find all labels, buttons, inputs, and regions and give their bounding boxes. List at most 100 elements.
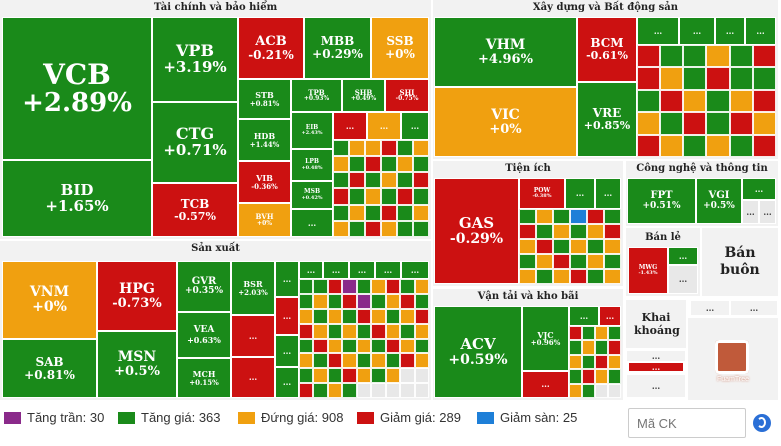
- legend-swatch: [477, 411, 494, 424]
- tile-gvr[interactable]: GVR +0.35%: [177, 261, 231, 312]
- sector-production: Sản xuất VNM +0% SAB +0.81% HPG -0.73% M…: [0, 241, 431, 400]
- tile-more[interactable]: ...: [333, 112, 367, 140]
- tile-hpg[interactable]: HPG -0.73%: [97, 261, 177, 331]
- tile-more[interactable]: ...: [275, 335, 299, 367]
- tile-tpb[interactable]: TPB +0.93%: [291, 79, 342, 112]
- tile-more[interactable]: ...: [401, 261, 429, 279]
- tile-shi[interactable]: SHI -0.75%: [385, 79, 429, 112]
- tile-more[interactable]: ...: [742, 200, 759, 224]
- fuamtree-logo-icon: [715, 340, 749, 374]
- tile-pow[interactable]: POW -0.38%: [519, 178, 565, 209]
- tile-msn[interactable]: MSN +0.5%: [97, 331, 177, 398]
- tile-more[interactable]: ...: [401, 112, 429, 140]
- tile-ctg[interactable]: CTG +0.71%: [152, 102, 238, 183]
- tile-more[interactable]: ...: [349, 261, 375, 279]
- tile-more[interactable]: ...: [690, 300, 730, 316]
- tile-more[interactable]: ...: [231, 315, 275, 357]
- tile-more[interactable]: ...: [668, 247, 698, 265]
- tile-more[interactable]: ...: [231, 357, 275, 398]
- tile-vgi[interactable]: VGI +0.5%: [696, 178, 742, 224]
- tile-stb[interactable]: STB +0.81%: [238, 79, 291, 119]
- tile-vjc[interactable]: VJC +0.96%: [522, 306, 569, 371]
- tile-more[interactable]: ...: [742, 178, 776, 200]
- legend-swatch: [4, 411, 21, 424]
- tile-more[interactable]: ...: [626, 374, 686, 398]
- tile-sab[interactable]: SAB +0.81%: [2, 339, 97, 398]
- small-tiles-utilities: [519, 209, 621, 284]
- legend-up[interactable]: Tăng giá: 363: [118, 410, 221, 425]
- small-tiles-finance: [333, 140, 429, 237]
- tile-more[interactable]: ...: [375, 261, 401, 279]
- tile-mch[interactable]: MCH +0.15%: [177, 358, 231, 398]
- tile-more[interactable]: ...: [679, 17, 715, 45]
- tile-msb[interactable]: MSB +0.42%: [291, 181, 333, 209]
- tile-vea[interactable]: VEA +0.63%: [177, 312, 231, 358]
- tile-vcb[interactable]: VCB +2.89%: [2, 17, 152, 160]
- tile-khaikhoang[interactable]: Khai khoáng: [626, 300, 686, 348]
- tile-vic[interactable]: VIC +0%: [434, 87, 577, 157]
- tile-vib[interactable]: VIB -0.36%: [238, 161, 291, 203]
- tile-vnm[interactable]: VNM +0%: [2, 261, 97, 339]
- sector-title: Vận tải và kho bãi: [433, 289, 623, 305]
- tile-gas[interactable]: GAS -0.29%: [434, 178, 519, 284]
- tile-more[interactable]: ...: [745, 17, 776, 45]
- tile-hdb[interactable]: HDB +1.44%: [238, 119, 291, 161]
- tile-eib[interactable]: EIB +2.43%: [291, 112, 333, 149]
- tile-vpb[interactable]: VPB +3.19%: [152, 17, 238, 102]
- tile-vhm[interactable]: VHM +4.96%: [434, 17, 577, 87]
- sector-tech: Công nghệ và thông tin FPT +0.51% VGI +0…: [626, 161, 778, 226]
- tile-more[interactable]: ...: [565, 178, 595, 209]
- tile-acb[interactable]: ACB -0.21%: [238, 17, 304, 79]
- stock-search-input[interactable]: [628, 408, 746, 438]
- legend-floor[interactable]: Giảm sàn: 25: [477, 410, 577, 425]
- tile-more[interactable]: ...: [668, 265, 698, 294]
- legend-swatch: [118, 411, 135, 424]
- tile-more[interactable]: ...: [275, 297, 299, 335]
- tile-more[interactable]: ...: [637, 17, 679, 45]
- tile-more[interactable]: ...: [275, 367, 299, 398]
- brand-area: FuamTree: [688, 318, 778, 400]
- tile-shb[interactable]: SHB +0.49%: [342, 79, 385, 112]
- globe-icon[interactable]: [753, 414, 771, 432]
- tile-more[interactable]: ...: [595, 178, 621, 209]
- legend-ceiling[interactable]: Tăng trần: 30: [4, 410, 104, 425]
- tile-tcb[interactable]: TCB -0.57%: [152, 183, 238, 237]
- small-tiles-transport: [569, 326, 621, 398]
- tile-ssb[interactable]: SSB +0%: [371, 17, 429, 79]
- tile-mbb[interactable]: MBB +0.29%: [304, 17, 371, 79]
- tile-more[interactable]: ...: [715, 17, 745, 45]
- legend-flat[interactable]: Đứng giá: 908: [238, 410, 343, 425]
- tile-more[interactable]: ...: [275, 261, 299, 297]
- tile-fpt[interactable]: FPT +0.51%: [627, 178, 696, 224]
- tile-more[interactable]: ...: [569, 306, 599, 326]
- sector-title: Tài chính và bảo hiểm: [0, 0, 431, 16]
- sector-title: Tiện ích: [433, 161, 623, 177]
- tile-more[interactable]: ...: [291, 209, 333, 237]
- sector-finance: Tài chính và bảo hiểm VCB +2.89% BID +1.…: [0, 0, 431, 239]
- tile-more[interactable]: ...: [628, 362, 684, 372]
- legend-swatch: [357, 411, 374, 424]
- tile-banbuon[interactable]: Bán buôn: [702, 228, 778, 296]
- tile-bsr[interactable]: BSR +2.03%: [231, 261, 275, 315]
- tile-vre[interactable]: VRE +0.85%: [577, 82, 637, 157]
- tile-bcm[interactable]: BCM -0.61%: [577, 17, 637, 82]
- tile-more[interactable]: ...: [299, 261, 323, 279]
- legend-down[interactable]: Giảm giá: 289: [357, 410, 461, 425]
- tile-more[interactable]: ...: [626, 350, 686, 362]
- tile-more[interactable]: ...: [367, 112, 401, 140]
- tile-more[interactable]: ...: [522, 371, 569, 398]
- sector-title: Sản xuất: [0, 241, 431, 257]
- sector-title: Xây dựng và Bất động sản: [433, 0, 778, 16]
- tile-more[interactable]: ...: [759, 200, 776, 224]
- tile-more[interactable]: ...: [730, 300, 778, 316]
- legend-swatch: [238, 411, 255, 424]
- tile-bvh[interactable]: BVH +0%: [238, 203, 291, 237]
- sector-wholesale: Bán buôn: [702, 228, 778, 296]
- tile-more[interactable]: ...: [599, 306, 621, 326]
- tile-lpb[interactable]: LPB +0.48%: [291, 149, 333, 181]
- sector-realestate: Xây dựng và Bất động sản VHM +4.96% VIC …: [433, 0, 778, 159]
- tile-acv[interactable]: ACV +0.59%: [434, 306, 522, 398]
- tile-mwg[interactable]: MWG -1.43%: [628, 247, 668, 294]
- tile-bid[interactable]: BID +1.65%: [2, 160, 152, 237]
- tile-more[interactable]: ...: [323, 261, 349, 279]
